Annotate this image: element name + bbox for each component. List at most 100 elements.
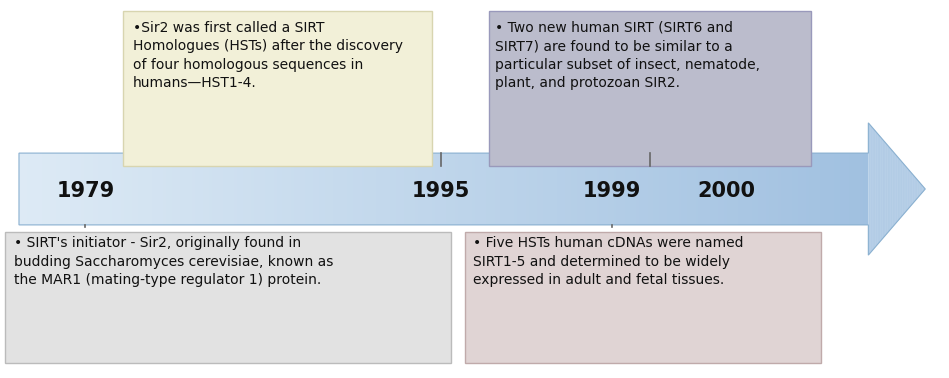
Bar [724, 153, 727, 225]
Bar [135, 153, 138, 225]
Bar [854, 153, 857, 225]
Bar [260, 153, 263, 225]
Bar [441, 153, 443, 225]
Bar [90, 153, 93, 225]
Bar [449, 153, 452, 225]
Bar [19, 153, 22, 225]
Bar [588, 153, 591, 225]
Bar [571, 153, 574, 225]
Bar [817, 153, 820, 225]
Bar [45, 153, 47, 225]
Bar [390, 153, 393, 225]
Bar [381, 153, 384, 225]
Bar [791, 153, 794, 225]
Bar [761, 153, 764, 225]
Bar [421, 153, 424, 225]
Bar [47, 153, 50, 225]
Bar [474, 153, 477, 225]
Bar [327, 153, 330, 225]
Bar [673, 153, 676, 225]
Text: 1995: 1995 [412, 181, 471, 201]
Bar [79, 153, 82, 225]
Bar [271, 153, 274, 225]
Bar [424, 153, 427, 225]
Bar [520, 153, 523, 225]
Bar [87, 153, 90, 225]
Bar [747, 153, 750, 225]
Bar [492, 153, 494, 225]
Bar [540, 153, 543, 225]
Bar [126, 153, 129, 225]
Bar [307, 153, 310, 225]
Bar [93, 153, 96, 225]
Bar [129, 153, 132, 225]
Bar [237, 153, 240, 225]
Bar [566, 153, 568, 225]
Bar [523, 153, 526, 225]
Bar [70, 153, 73, 225]
Bar [33, 153, 36, 225]
Bar [653, 153, 656, 225]
Bar [753, 153, 755, 225]
Bar [336, 153, 339, 225]
Bar [455, 153, 457, 225]
Bar [577, 153, 580, 225]
Bar [684, 153, 687, 225]
Bar [123, 153, 126, 225]
Bar [65, 153, 67, 225]
Bar [624, 153, 627, 225]
Bar [560, 153, 563, 225]
Bar [639, 153, 642, 225]
Bar [758, 153, 761, 225]
Bar [605, 153, 608, 225]
Bar [175, 153, 177, 225]
Bar [483, 153, 486, 225]
Bar [180, 153, 183, 225]
Bar [413, 153, 416, 225]
Bar [257, 153, 260, 225]
Bar [310, 153, 313, 225]
Bar [166, 153, 169, 225]
Bar [554, 153, 557, 225]
Bar [296, 153, 299, 225]
Bar [800, 153, 803, 225]
Bar [814, 153, 817, 225]
Bar [446, 153, 449, 225]
Bar [480, 153, 483, 225]
Bar [472, 153, 474, 225]
Bar [59, 153, 62, 225]
Bar [770, 153, 772, 225]
Bar [438, 153, 441, 225]
Bar [132, 153, 135, 225]
Bar [325, 153, 327, 225]
Bar [82, 153, 84, 225]
Bar [384, 153, 387, 225]
Bar [214, 153, 217, 225]
Bar [594, 153, 597, 225]
Text: • Two new human SIRT (SIRT6 and
SIRT7) are found to be similar to a
particular s: • Two new human SIRT (SIRT6 and SIRT7) a… [495, 21, 760, 90]
Bar [140, 153, 143, 225]
Bar [707, 153, 710, 225]
Bar [574, 153, 577, 225]
Bar [611, 153, 614, 225]
Bar [676, 153, 679, 225]
Bar [713, 153, 716, 225]
Bar [794, 153, 797, 225]
Bar [427, 153, 430, 225]
Bar [494, 153, 497, 225]
Bar [232, 153, 234, 225]
Text: • Five HSTs human cDNAs were named
SIRT1-5 and determined to be widely
expressed: • Five HSTs human cDNAs were named SIRT1… [473, 236, 743, 287]
Bar [430, 153, 433, 225]
Bar [457, 153, 460, 225]
Bar [597, 153, 600, 225]
Bar [339, 153, 342, 225]
Bar [96, 153, 99, 225]
Bar [376, 153, 379, 225]
Bar [664, 153, 667, 225]
Bar [809, 153, 811, 225]
Bar [704, 153, 707, 225]
Bar [469, 153, 472, 225]
Bar [755, 153, 758, 225]
Bar [53, 153, 56, 225]
Bar [583, 153, 586, 225]
